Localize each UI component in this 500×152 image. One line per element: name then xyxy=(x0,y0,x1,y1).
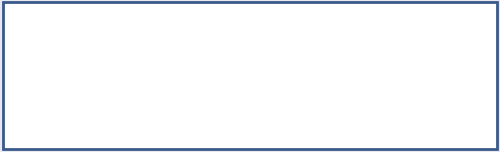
Wedge shape xyxy=(182,54,223,95)
Circle shape xyxy=(446,107,458,120)
Circle shape xyxy=(466,20,476,31)
Circle shape xyxy=(406,105,412,110)
Circle shape xyxy=(410,60,420,71)
Wedge shape xyxy=(110,56,147,93)
Circle shape xyxy=(437,89,450,103)
Circle shape xyxy=(389,71,394,77)
Circle shape xyxy=(399,43,403,47)
FancyBboxPatch shape xyxy=(371,130,496,143)
Circle shape xyxy=(440,36,452,49)
Circle shape xyxy=(188,60,216,89)
Circle shape xyxy=(471,72,484,85)
Circle shape xyxy=(466,113,476,125)
Wedge shape xyxy=(172,44,233,105)
Circle shape xyxy=(450,29,462,43)
Circle shape xyxy=(174,46,231,103)
Text: DNA vaccine: DNA vaccine xyxy=(104,21,153,30)
Wedge shape xyxy=(110,56,128,92)
Circle shape xyxy=(456,87,466,97)
Circle shape xyxy=(396,82,409,97)
Circle shape xyxy=(384,107,396,119)
Circle shape xyxy=(426,21,441,37)
Circle shape xyxy=(428,76,432,79)
Circle shape xyxy=(452,32,457,37)
Circle shape xyxy=(412,62,416,66)
Circle shape xyxy=(476,57,486,69)
Circle shape xyxy=(476,35,490,50)
Circle shape xyxy=(432,65,437,70)
Circle shape xyxy=(378,49,390,63)
Circle shape xyxy=(474,74,478,79)
Circle shape xyxy=(376,91,386,101)
Circle shape xyxy=(454,68,464,79)
Circle shape xyxy=(458,89,462,93)
Circle shape xyxy=(456,70,459,74)
Circle shape xyxy=(405,21,409,26)
Circle shape xyxy=(477,93,490,107)
Circle shape xyxy=(468,22,471,26)
Circle shape xyxy=(403,19,414,31)
Circle shape xyxy=(118,64,139,85)
Circle shape xyxy=(426,74,436,83)
Circle shape xyxy=(380,52,384,57)
Circle shape xyxy=(479,38,484,43)
Circle shape xyxy=(468,115,471,120)
Circle shape xyxy=(430,113,434,117)
Circle shape xyxy=(418,88,422,93)
Text: 20 kV   40.0 KX   1 μm   KYKY   SPI2250   05/08/28: 20 kV 40.0 KX 1 μm KYKY SPI2250 05/08/28 xyxy=(375,134,451,138)
Circle shape xyxy=(429,24,434,30)
Circle shape xyxy=(378,93,382,97)
Circle shape xyxy=(397,41,407,52)
Circle shape xyxy=(386,69,400,83)
Circle shape xyxy=(419,44,424,50)
FancyArrow shape xyxy=(174,69,186,80)
Circle shape xyxy=(386,110,390,114)
Circle shape xyxy=(398,85,403,90)
Wedge shape xyxy=(195,86,214,95)
Circle shape xyxy=(440,92,444,97)
Circle shape xyxy=(458,45,471,59)
Wedge shape xyxy=(182,54,202,94)
Circle shape xyxy=(412,119,416,124)
Text: nanovaccine: nanovaccine xyxy=(178,21,226,30)
Circle shape xyxy=(461,48,466,53)
Circle shape xyxy=(383,26,396,41)
Circle shape xyxy=(410,117,420,128)
Text: B: B xyxy=(378,13,387,26)
Circle shape xyxy=(416,86,426,98)
Circle shape xyxy=(404,102,418,117)
Circle shape xyxy=(416,41,431,57)
Wedge shape xyxy=(122,83,139,93)
Circle shape xyxy=(442,39,446,43)
Circle shape xyxy=(428,111,438,121)
Circle shape xyxy=(478,59,482,63)
Text: A: A xyxy=(115,7,124,20)
Circle shape xyxy=(448,109,453,114)
Circle shape xyxy=(430,63,442,76)
Circle shape xyxy=(480,96,484,101)
Circle shape xyxy=(386,29,390,34)
Text: MPG peptide: MPG peptide xyxy=(137,21,186,30)
